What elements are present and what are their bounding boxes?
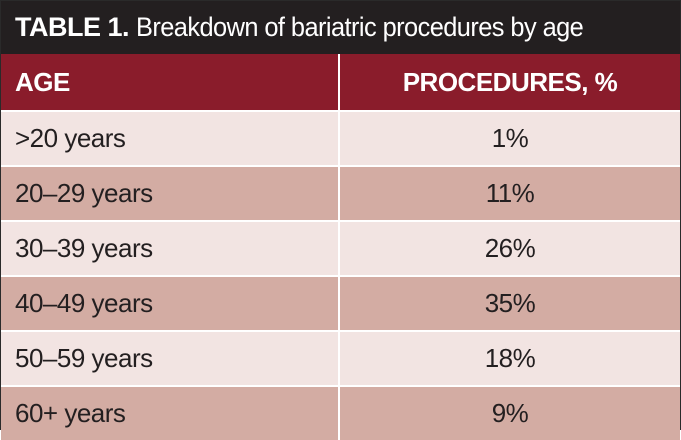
- table-row: 60+ years 9%: [1, 386, 680, 440]
- header-row: AGE PROCEDURES, %: [1, 54, 680, 112]
- header-procedures: PROCEDURES, %: [339, 54, 680, 112]
- procedures-cell: 11%: [339, 166, 680, 222]
- procedures-cell: 35%: [339, 276, 680, 332]
- table-caption: Breakdown of bariatric procedures by age: [136, 12, 584, 42]
- age-cell: 40–49 years: [1, 276, 340, 332]
- table-row: 50–59 years 18%: [1, 331, 680, 387]
- age-cell: 30–39 years: [1, 221, 340, 277]
- age-cell: 50–59 years: [1, 331, 340, 387]
- age-cell: >20 years: [1, 111, 340, 167]
- age-cell: 60+ years: [1, 386, 340, 440]
- header-age: AGE: [1, 54, 340, 112]
- procedures-cell: 18%: [339, 331, 680, 387]
- procedures-cell: 1%: [339, 111, 680, 167]
- procedures-cell: 9%: [339, 386, 680, 440]
- table-row: 20–29 years 11%: [1, 166, 680, 222]
- table-title: TABLE 1. Breakdown of bariatric procedur…: [1, 1, 680, 54]
- age-cell: 20–29 years: [1, 166, 340, 222]
- table-number: TABLE 1.: [15, 12, 130, 42]
- procedures-cell: 26%: [339, 221, 680, 277]
- table-row: 40–49 years 35%: [1, 276, 680, 332]
- procedures-table: AGE PROCEDURES, % >20 years 1% 20–29 yea…: [1, 54, 680, 440]
- table-row: 30–39 years 26%: [1, 221, 680, 277]
- table-row: >20 years 1%: [1, 111, 680, 167]
